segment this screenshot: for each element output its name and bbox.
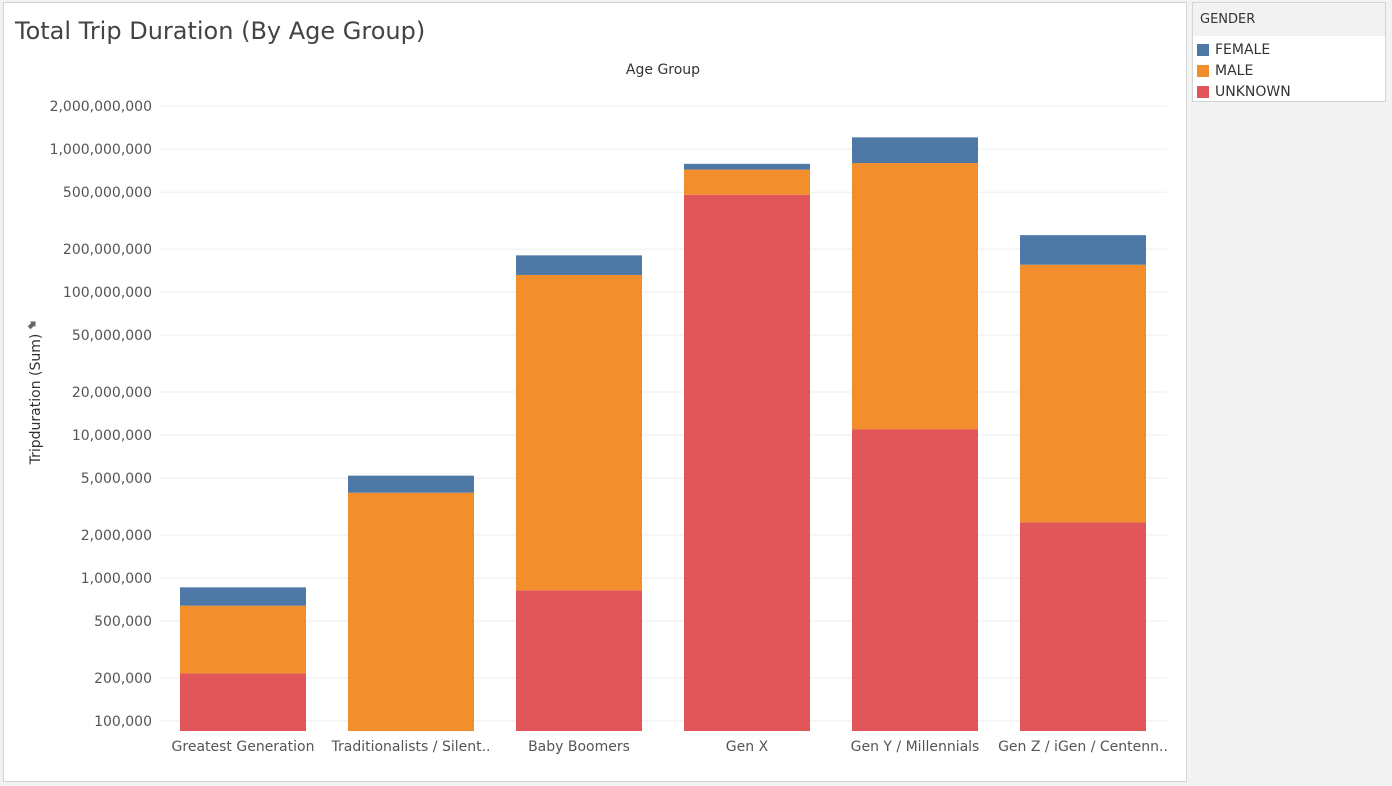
x-axis-categories: Greatest Generation Traditionalists / Sil… xyxy=(172,739,1168,755)
bar-segment-unknown[interactable] xyxy=(852,429,978,731)
y-tick-label: 500,000 xyxy=(94,614,152,630)
bar-segment-unknown[interactable] xyxy=(684,194,810,732)
bar-segment-unknown[interactable] xyxy=(1020,522,1146,731)
legend-label-male: MALE xyxy=(1215,63,1254,79)
x-category-label: Gen Y / Millennials xyxy=(851,739,980,755)
bar-segment-male[interactable] xyxy=(1020,264,1146,523)
gridlines xyxy=(159,105,1167,722)
pin-icon[interactable] xyxy=(26,319,38,331)
y-tick-label: 2,000,000,000 xyxy=(50,99,152,115)
bar-segment-female[interactable] xyxy=(516,255,642,275)
bars xyxy=(180,137,1146,732)
x-category-label: Baby Boomers xyxy=(528,739,630,755)
y-tick-label: 50,000,000 xyxy=(72,328,152,344)
bar-segment-female[interactable] xyxy=(852,137,978,164)
legend-label-female: FEMALE xyxy=(1215,42,1271,58)
bar-segment-unknown[interactable] xyxy=(180,673,306,731)
legend-swatch-male xyxy=(1197,65,1209,77)
bar-segment-male[interactable] xyxy=(348,492,474,731)
y-axis-title: Tripduration (Sum) xyxy=(28,334,44,466)
y-tick-label: 1,000,000,000 xyxy=(50,142,152,158)
y-tick-label: 100,000,000 xyxy=(63,285,152,301)
chart-panel: Total Trip Duration (By Age Group) 100,0… xyxy=(3,2,1187,782)
bar-segment-female[interactable] xyxy=(684,163,810,170)
bar-segment-male[interactable] xyxy=(516,274,642,591)
y-tick-label: 200,000,000 xyxy=(63,242,152,258)
y-tick-label: 10,000,000 xyxy=(72,428,152,444)
y-tick-label: 200,000 xyxy=(94,671,152,687)
y-tick-label: 500,000,000 xyxy=(63,185,152,201)
x-category-label: Greatest Generation xyxy=(172,739,315,755)
y-tick-label: 5,000,000 xyxy=(81,471,152,487)
y-tick-label: 2,000,000 xyxy=(81,528,152,544)
legend-swatch-female xyxy=(1197,44,1209,56)
bar-segment-male[interactable] xyxy=(852,163,978,430)
bar-segment-female[interactable] xyxy=(348,475,474,493)
x-axis-title: Age Group xyxy=(626,62,700,78)
stacked-bar-chart: 100,000 200,000 500,000 1,000,000 2,000,000 5… xyxy=(26,62,1168,755)
bar-segment-female[interactable] xyxy=(180,587,306,606)
legend-swatch-unknown xyxy=(1197,86,1209,98)
x-category-label: Traditionalists / Silent.. xyxy=(330,739,490,755)
bar-segment-male[interactable] xyxy=(684,169,810,195)
x-category-label: Gen X xyxy=(726,739,769,755)
y-axis-ticks: 100,000 200,000 500,000 1,000,000 2,000,000 5… xyxy=(50,99,152,730)
y-tick-label: 100,000 xyxy=(94,714,152,730)
x-category-label: Gen Z / iGen / Centenn.. xyxy=(998,739,1168,755)
chart-title: Total Trip Duration (By Age Group) xyxy=(15,17,426,45)
bar-segment-female[interactable] xyxy=(1020,235,1146,265)
y-tick-label: 20,000,000 xyxy=(72,385,152,401)
legend-title: GENDER xyxy=(1193,3,1385,36)
legend-label-unknown: UNKNOWN xyxy=(1215,84,1291,100)
bar-segment-unknown[interactable] xyxy=(516,590,642,731)
legend: GENDER FEMALE MALE UNKNOWN xyxy=(1192,2,1386,102)
bar-segment-male[interactable] xyxy=(180,605,306,674)
y-tick-label: 1,000,000 xyxy=(81,571,152,587)
